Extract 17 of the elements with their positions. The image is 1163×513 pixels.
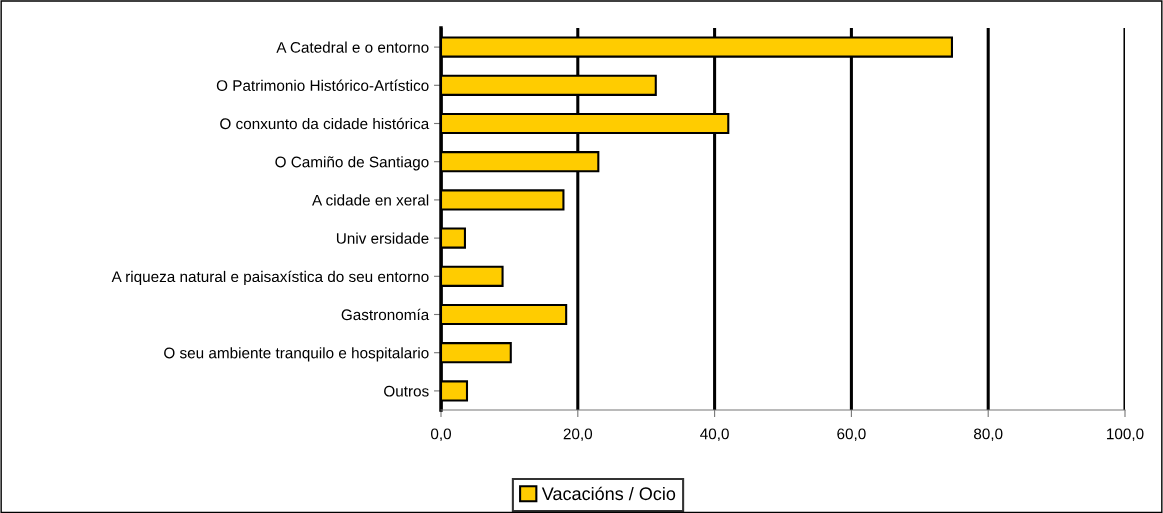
x-tick-label: 80,0 [974,428,1003,442]
legend-label: Vacacións / Ocio [541,486,676,501]
y-tick-label: Outros [384,385,429,397]
y-tick-label: O seu ambiente tranquilo e hospitalario [164,347,429,362]
y-tick-label: O Patrimonio Histórico-Artístico [216,79,429,91]
y-tick-label: A Catedral e o entorno [276,41,429,53]
x-tick-label: 40,0 [700,428,729,442]
y-tick-label: Gastronomía [341,308,430,321]
y-tick-label: O conxunto da cidade histórica [220,117,430,130]
x-tick-label: 100,0 [1107,428,1144,442]
y-tick-label: A riqueza natural e paisaxística do seu entorno [111,270,429,286]
y-tick-label: O Camiño de Santiago [275,156,429,171]
x-tick-label: 0,0 [430,428,452,442]
x-tick-label: 20,0 [563,428,593,442]
y-tick-label: A cidade en xeral [312,194,429,206]
x-tick-label: 60,0 [837,428,866,442]
y-tick-label: Univ ersidade [336,232,429,244]
